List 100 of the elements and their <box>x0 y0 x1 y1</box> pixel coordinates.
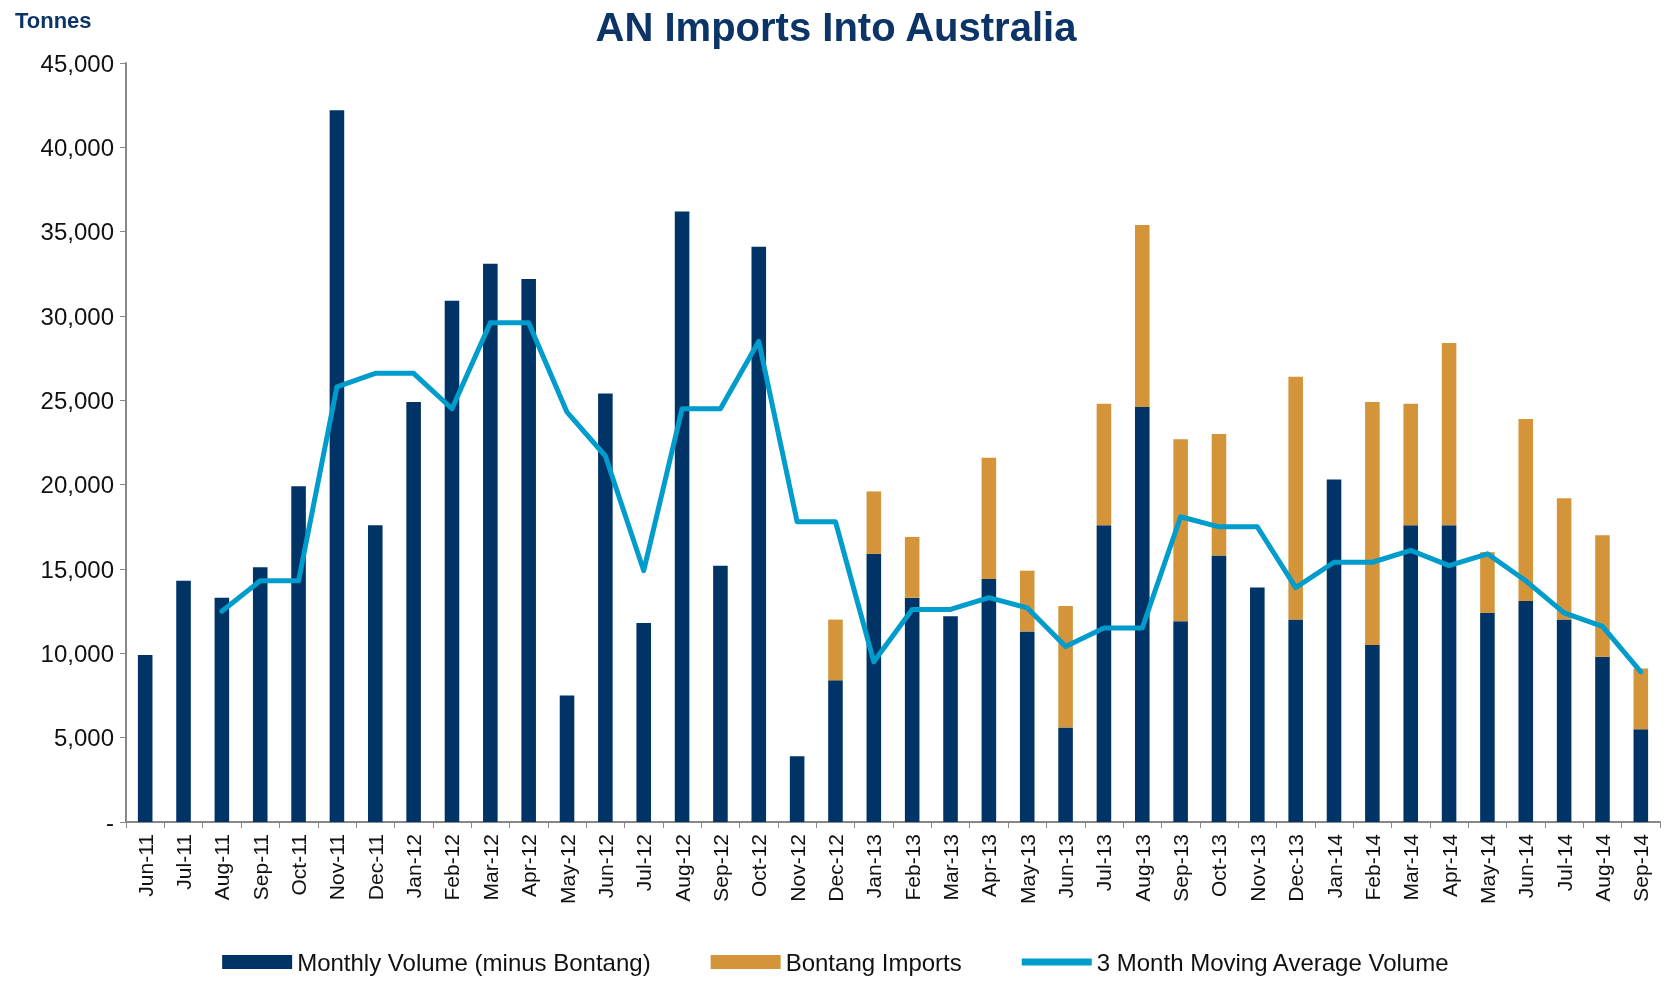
bar <box>1326 479 1342 822</box>
bar <box>367 525 383 822</box>
x-tick-label: Jan-12 <box>402 834 426 899</box>
y-tick-label: 10,000 <box>40 639 114 667</box>
chart-title: AN Imports Into Australia <box>595 5 1078 49</box>
bar <box>1595 535 1610 657</box>
x-tick-label: Mar-13 <box>939 834 963 901</box>
bar <box>1096 403 1112 526</box>
x-tick-label: Sep-14 <box>1629 833 1653 902</box>
bar <box>789 756 805 822</box>
y-tick-label: 40,000 <box>40 133 114 161</box>
bar <box>981 579 997 822</box>
bar <box>1518 601 1534 822</box>
bar <box>828 680 843 822</box>
bar <box>1173 439 1188 622</box>
bar <box>444 300 460 822</box>
bar <box>1556 498 1572 620</box>
x-tick-label: Sep-11 <box>248 834 272 901</box>
x-tick-label: Apr-12 <box>517 834 541 898</box>
bar <box>1441 525 1457 822</box>
bar <box>981 457 997 580</box>
x-tick-label: Aug-14 <box>1590 833 1614 902</box>
y-tick-label: 35,000 <box>40 218 114 246</box>
x-tick-label: May-14 <box>1475 833 1499 905</box>
x-tick-label: Feb-12 <box>440 834 464 901</box>
x-tick-label: Aug-11 <box>210 834 234 901</box>
x-tick-label: Jul-14 <box>1552 833 1576 892</box>
bar <box>1288 376 1303 620</box>
bar <box>329 110 345 822</box>
bar <box>1019 631 1035 822</box>
bar <box>1058 606 1073 728</box>
x-tick-label: May-12 <box>555 834 579 905</box>
bar <box>1480 612 1495 822</box>
bar <box>674 211 690 822</box>
y-tick-label: 45,000 <box>40 49 114 77</box>
x-tick-label: Dec-11 <box>363 834 387 901</box>
bar <box>406 402 421 822</box>
x-tick-label: Jun-13 <box>1054 834 1078 899</box>
bar <box>1403 525 1419 822</box>
bar <box>866 491 882 554</box>
y-axis-title: Tonnes <box>15 7 92 33</box>
bar <box>1058 727 1073 822</box>
bar <box>1096 525 1112 822</box>
bar <box>1480 552 1495 613</box>
x-tick-label: Nov-12 <box>785 834 809 902</box>
x-tick-label: Feb-14 <box>1360 833 1384 901</box>
legend-label: 3 Month Moving Average Volume <box>1096 948 1449 976</box>
bar <box>214 597 230 822</box>
x-tick-label: Oct-11 <box>287 834 311 896</box>
x-tick-label: Jan-14 <box>1322 833 1346 899</box>
bar <box>1365 644 1380 822</box>
bar <box>904 597 920 822</box>
x-tick-label: Jul-11 <box>172 834 196 890</box>
x-tick-label: Oct-12 <box>747 834 771 898</box>
bar <box>713 565 728 822</box>
x-tick-label: May-13 <box>1015 834 1039 905</box>
bar <box>1134 407 1150 822</box>
y-tick-label: 15,000 <box>40 555 114 583</box>
x-tick-label: Mar-14 <box>1399 833 1423 901</box>
bar <box>483 263 498 822</box>
bar <box>1518 418 1534 602</box>
bar <box>1211 434 1227 556</box>
x-tick-label: Sep-13 <box>1169 834 1193 902</box>
bar <box>1633 729 1649 822</box>
bar <box>943 616 958 822</box>
bar <box>1403 403 1419 526</box>
x-tick-label: Apr-14 <box>1437 833 1461 898</box>
x-tick-label: Aug-12 <box>670 834 694 902</box>
x-tick-label: Jul-12 <box>632 834 656 892</box>
bar <box>1595 656 1610 822</box>
x-tick-label: Mar-12 <box>478 834 502 901</box>
bar <box>1250 587 1265 822</box>
bar <box>904 536 920 598</box>
x-tick-label: Jun-11 <box>133 834 157 897</box>
y-tick-label: 30,000 <box>40 302 114 330</box>
legend-label: Bontang Imports <box>785 948 962 976</box>
x-tick-label: Sep-12 <box>708 834 732 902</box>
x-tick-label: Nov-13 <box>1245 834 1269 902</box>
bar <box>176 580 191 822</box>
bar <box>1173 621 1188 822</box>
bar <box>1365 402 1380 645</box>
bar <box>1633 668 1649 730</box>
x-tick-label: Jun-14 <box>1514 833 1538 899</box>
x-tick-label: Oct-13 <box>1207 834 1231 898</box>
y-tick-label: 5,000 <box>53 724 114 752</box>
bar <box>291 486 306 822</box>
legend-label: Monthly Volume (minus Bontang) <box>297 948 651 976</box>
y-tick-label: - <box>106 808 114 836</box>
x-tick-label: Jan-13 <box>862 834 886 899</box>
x-tick-label: Dec-13 <box>1284 834 1308 902</box>
bar <box>598 393 613 822</box>
x-tick-label: Dec-12 <box>823 834 847 902</box>
bar <box>559 695 575 822</box>
bar <box>751 246 767 822</box>
bar <box>866 553 882 822</box>
bar <box>252 567 268 822</box>
x-tick-label: Aug-13 <box>1130 834 1154 902</box>
bar <box>521 278 536 822</box>
bar <box>1441 342 1457 526</box>
bar <box>828 619 843 681</box>
